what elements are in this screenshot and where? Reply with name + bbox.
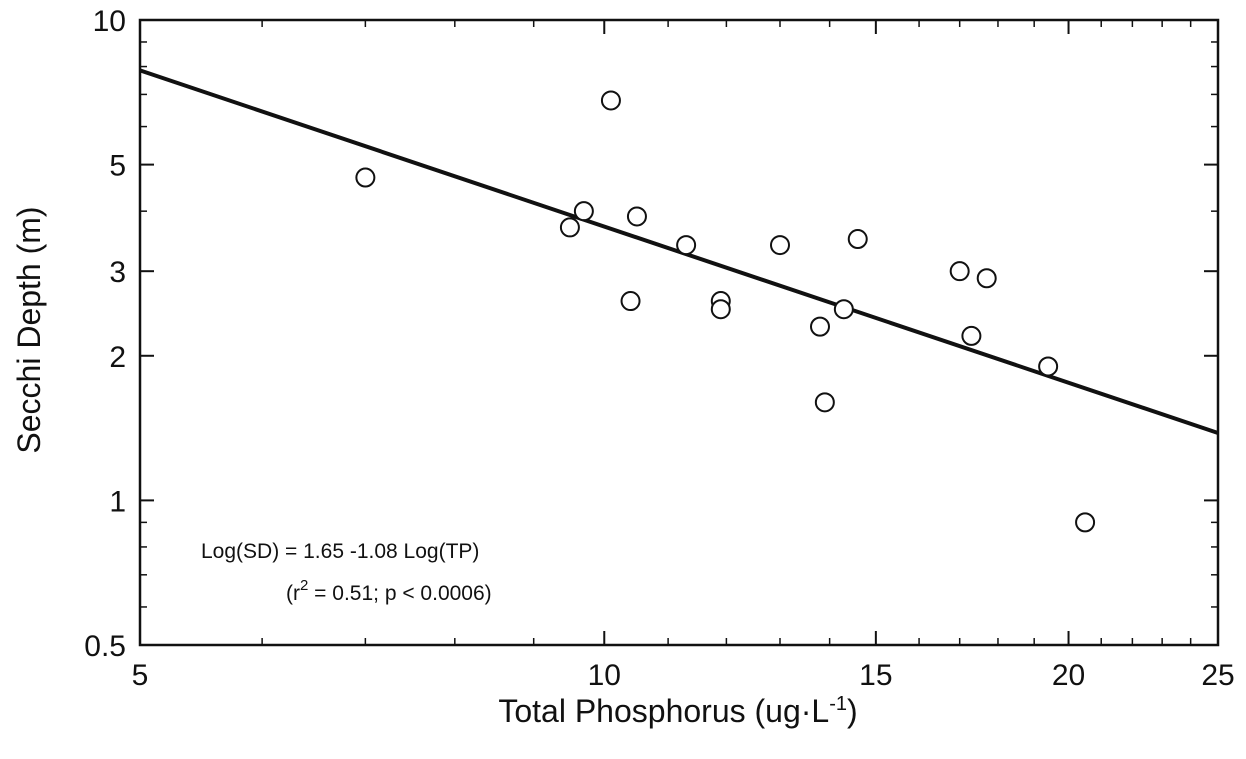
y-tick-label: 2	[109, 341, 126, 374]
plot-frame	[138, 18, 1220, 647]
y-tick-label: 3	[109, 256, 126, 289]
data-point	[814, 392, 835, 413]
x-axis-title-superscript: -1	[829, 693, 847, 715]
axes: 5 10 15 20 25 0.5 1 2 3 5 10	[84, 5, 1234, 692]
data-point	[710, 299, 731, 320]
regression-statistics: (r2 = 0.51; p < 0.0006)	[286, 577, 492, 605]
y-tick-label: 5	[109, 150, 126, 183]
y-tick-label: 1	[109, 485, 126, 518]
data-point	[770, 235, 791, 256]
x-tick-label: 20	[1052, 659, 1085, 692]
regression-equation: Log(SD) = 1.65 -1.08 Log(TP)	[201, 540, 479, 563]
y-axis-title: Secchi Depth (m)	[11, 206, 47, 453]
data-point	[559, 217, 580, 238]
data-point	[573, 201, 594, 222]
y-tick-label: 0.5	[84, 630, 126, 663]
data-point	[620, 291, 641, 312]
x-tick-label: 25	[1201, 659, 1234, 692]
data-point	[626, 206, 647, 227]
data-point	[949, 261, 970, 282]
data-point	[355, 167, 376, 188]
data-point	[847, 229, 868, 250]
x-axis-title: Total Phosphorus (ug·L-1)	[498, 693, 857, 729]
data-point	[833, 299, 854, 320]
data-point	[976, 268, 997, 289]
x-tick-label: 15	[859, 659, 892, 692]
data-point	[676, 235, 697, 256]
data-points	[355, 90, 1096, 533]
y-tick-label: 10	[93, 5, 126, 38]
data-point	[600, 90, 621, 111]
x-tick-label: 5	[132, 659, 149, 692]
x-tick-label: 10	[588, 659, 621, 692]
data-point	[1038, 356, 1059, 377]
r-squared-superscript: 2	[300, 577, 308, 594]
data-point	[961, 325, 982, 346]
data-point	[1075, 512, 1096, 533]
data-point	[810, 316, 831, 337]
